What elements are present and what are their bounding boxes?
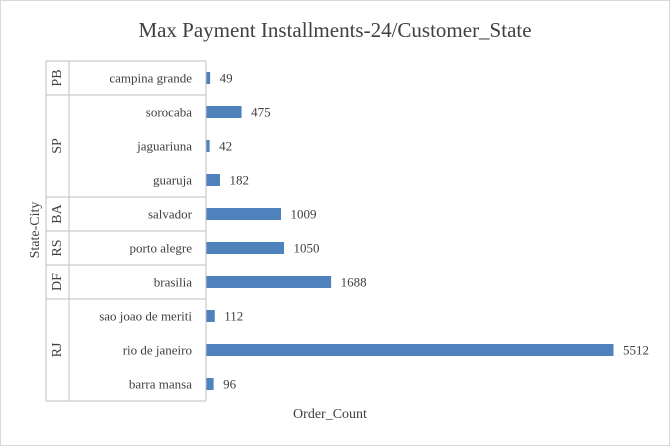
city-tick-label: campina grande xyxy=(109,71,192,86)
state-label: RJ xyxy=(50,342,65,357)
city-tick-label: guaruja xyxy=(153,173,192,188)
data-label: 112 xyxy=(224,309,243,324)
bar xyxy=(206,310,215,322)
bar xyxy=(206,208,282,220)
city-tick-label: barra mansa xyxy=(129,377,192,392)
state-label: RS xyxy=(50,239,65,256)
bar xyxy=(206,344,614,356)
bar-series: 49 475 42 182 1009 1050 1688 112 5512 96 xyxy=(206,71,649,392)
state-label: PB xyxy=(50,69,65,86)
bar xyxy=(206,106,242,118)
state-label: DF xyxy=(50,273,65,291)
city-tick-label: rio de janeiro xyxy=(123,343,192,358)
data-label: 5512 xyxy=(623,343,649,358)
x-axis-title: Order_Count xyxy=(293,407,367,422)
data-label: 475 xyxy=(251,105,271,120)
state-label: BA xyxy=(50,203,65,223)
bar xyxy=(206,140,210,152)
bar xyxy=(206,276,332,288)
bar xyxy=(206,72,211,84)
city-tick-label: sorocaba xyxy=(146,105,192,120)
data-label: 49 xyxy=(220,71,233,86)
city-tick-label: porto alegre xyxy=(130,241,193,256)
y-axis-title: State-City xyxy=(28,202,43,259)
bar xyxy=(206,174,220,186)
state-label: SP xyxy=(50,138,65,154)
city-tick-label: brasilia xyxy=(154,275,192,290)
data-label: 1009 xyxy=(291,207,317,222)
data-label: 96 xyxy=(223,377,237,392)
bar xyxy=(206,242,285,254)
data-label: 182 xyxy=(229,173,249,188)
category-axis: PB SP BA RS DF RJ campina grande sorocaba jaguar… xyxy=(45,60,207,402)
data-label: 1050 xyxy=(294,241,320,256)
city-tick-label: sao joao de meriti xyxy=(99,309,192,324)
data-label: 1688 xyxy=(341,275,367,290)
city-tick-label: salvador xyxy=(148,207,193,222)
bar xyxy=(206,378,214,390)
chart-title: Max Payment Installments-24/Customer_Sta… xyxy=(138,18,531,42)
city-tick-label: jaguariuna xyxy=(136,139,192,154)
data-label: 42 xyxy=(219,139,232,154)
